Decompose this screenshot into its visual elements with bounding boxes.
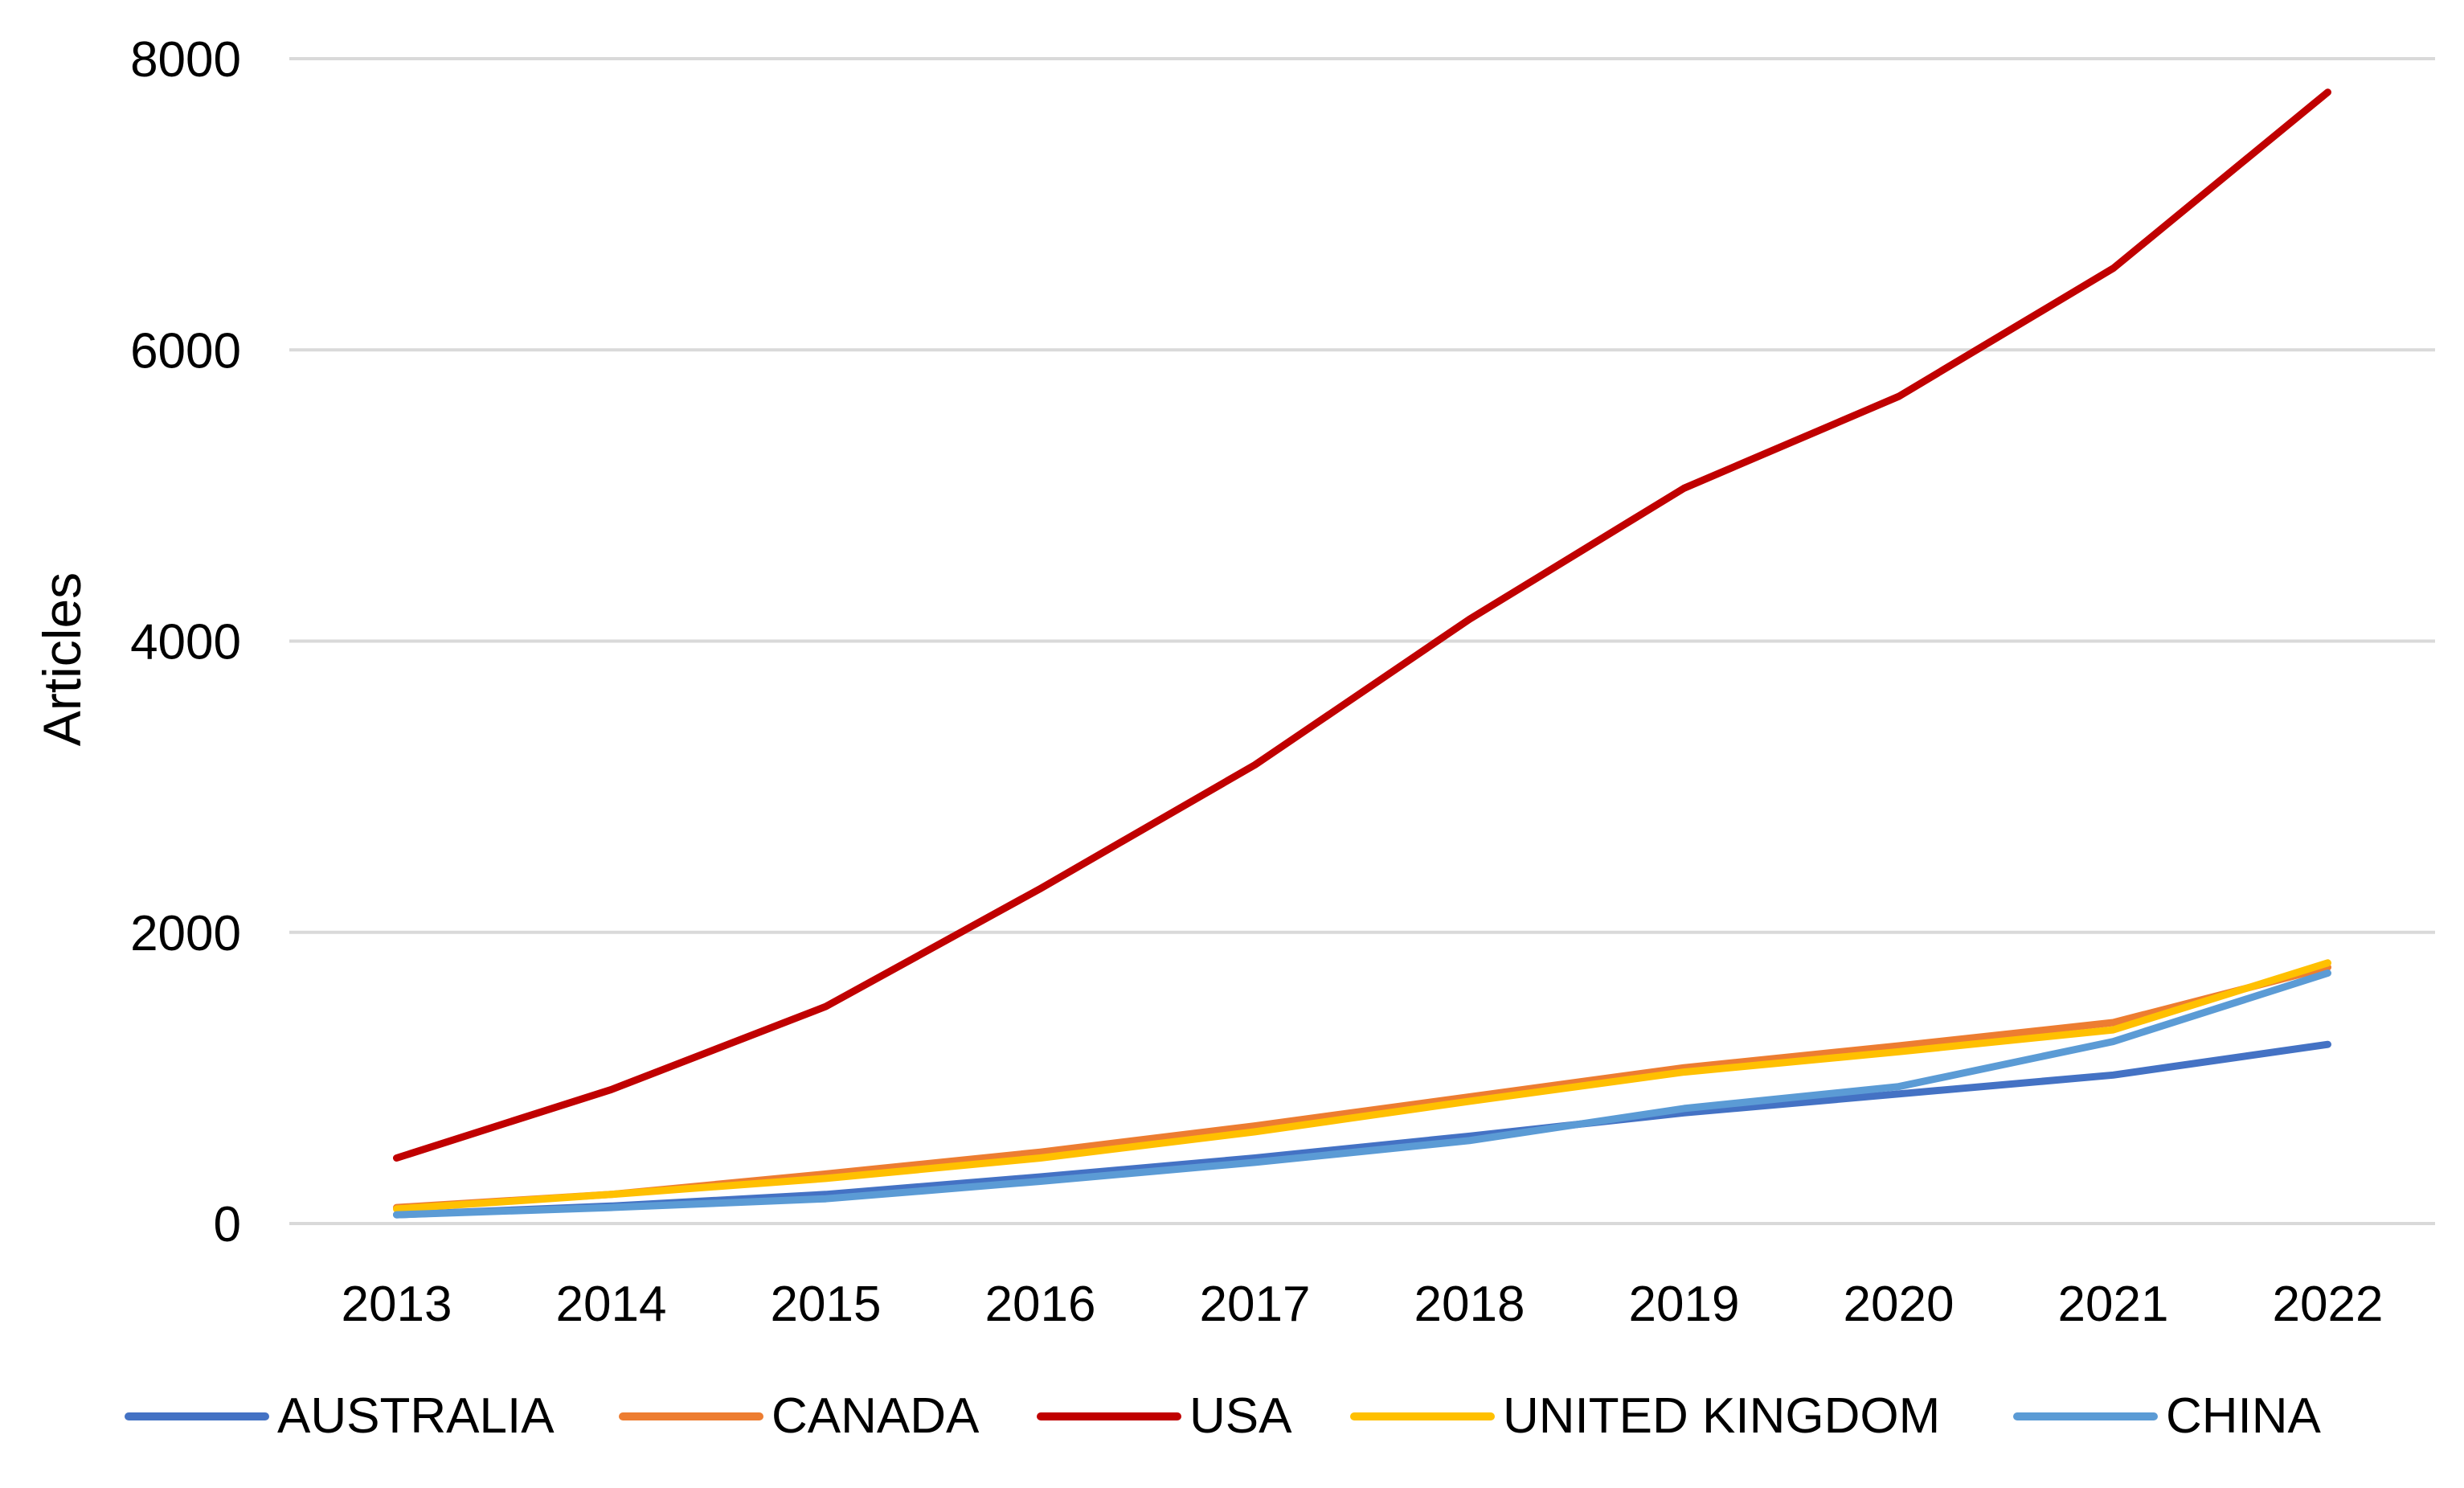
series-line-united-kingdom [393,959,2331,1213]
x-tick-label: 2016 [985,1277,1096,1332]
legend-label: USA [1189,1388,1292,1444]
legend-label: UNITED KINGDOM [1503,1388,1940,1444]
legend-label: AUSTRALIA [277,1388,555,1444]
x-tick-label: 2022 [2273,1277,2384,1332]
y-tick-label: 4000 [130,615,241,670]
y-tick-label: 0 [214,1197,241,1252]
x-axis-ticks: 2013 2014 2015 2016 2017 2018 2019 2020 2021 2022 [342,1277,2384,1332]
x-tick-label: 2015 [771,1277,882,1332]
gridlines [289,57,2435,1225]
series-line-china [393,969,2331,1219]
y-axis-ticks: 0 2000 4000 6000 8000 [130,32,241,1252]
series-line-canada [393,963,2331,1211]
series-line-usa [393,88,2331,1162]
y-tick-label: 6000 [130,323,241,379]
x-tick-label: 2020 [1844,1277,1954,1332]
x-tick-label: 2018 [1414,1277,1525,1332]
legend-label: CHINA [2166,1388,2322,1444]
x-tick-label: 2021 [2058,1277,2169,1332]
y-tick-label: 2000 [130,906,241,961]
legend: AUSTRALIA CANADA USA UNITED KINGDOM CHINA [125,1388,2322,1444]
legend-label: CANADA [772,1388,980,1444]
y-axis-title: Articles [32,572,92,746]
x-tick-label: 2019 [1629,1277,1740,1332]
x-tick-label: 2013 [342,1277,452,1332]
x-tick-label: 2017 [1200,1277,1311,1332]
y-tick-label: 8000 [130,32,241,88]
series-lines [393,88,2331,1219]
x-tick-label: 2014 [556,1277,667,1332]
